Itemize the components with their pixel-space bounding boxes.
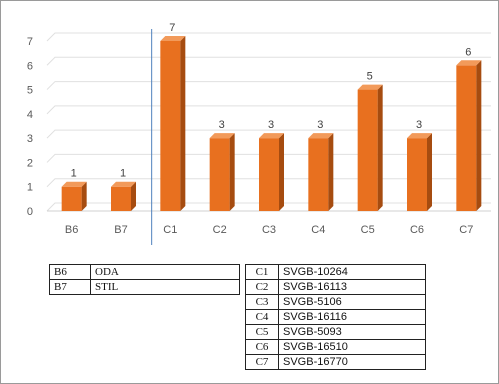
bar-side-C2 — [229, 133, 235, 211]
bar-B7 — [111, 186, 131, 211]
data-label: 3 — [268, 119, 274, 131]
bar-top-C2 — [209, 133, 235, 139]
bar-side-C4 — [328, 133, 334, 211]
bar-side-C1 — [180, 36, 186, 211]
y-tick-label: 5 — [27, 85, 33, 97]
legend-code: C7 — [245, 354, 279, 370]
legend-code: C2 — [245, 279, 279, 295]
legend-row: C6 SVGB-16510 — [245, 339, 426, 355]
bar-C5 — [357, 89, 378, 211]
legend-row: C1 SVGB-10264 — [245, 264, 426, 280]
x-tick-label: B6 — [65, 224, 78, 236]
bar-side-C6 — [427, 133, 432, 211]
bar-top-C6 — [407, 133, 432, 139]
legend-row: C4 SVGB-16116 — [245, 309, 426, 325]
x-tick-label: C7 — [459, 224, 473, 236]
legend-code: C6 — [245, 339, 279, 355]
data-label: 3 — [416, 119, 422, 131]
bar-C7 — [456, 65, 477, 212]
group-c-legend-table: C1 SVGB-10264 C2 SVGB-16113 C3 SVGB-5106 C4 SVG… — [245, 264, 426, 370]
y-tick-label: 2 — [27, 157, 33, 169]
legend-name: SVGB-16770 — [278, 354, 426, 370]
bar-top-C3 — [259, 133, 284, 139]
bar-C1 — [160, 41, 181, 211]
legend-name: ODA — [90, 264, 240, 280]
group-c-legend-body: C1 SVGB-10264 C2 SVGB-16113 C3 SVGB-5106 C4 SVG… — [245, 264, 426, 370]
bar-B6 — [61, 186, 82, 211]
legend-name: STIL — [90, 279, 240, 295]
bar-side-B6 — [81, 181, 87, 211]
legend-name: SVGB-5106 — [278, 294, 426, 310]
bar-top-B7 — [111, 181, 136, 187]
legend-name: SVGB-16113 — [278, 279, 426, 295]
gridline — [46, 81, 491, 90]
x-tick-label: C5 — [361, 224, 375, 236]
group-b-legend-table: B6 ODA B7 STIL — [49, 264, 240, 295]
legend-code: C3 — [245, 294, 279, 310]
gridline — [46, 56, 491, 66]
bar-top-C4 — [308, 133, 334, 139]
legend-name: SVGB-10264 — [278, 264, 426, 280]
legend-code: C5 — [245, 324, 279, 340]
x-tick-label: C3 — [262, 224, 276, 236]
y-tick-label: 4 — [27, 109, 33, 121]
data-label: 3 — [317, 119, 323, 131]
y-tick-label: 1 — [27, 182, 33, 194]
legend-code: C1 — [245, 264, 279, 280]
gridline — [46, 202, 491, 212]
legend-name: SVGB-16510 — [278, 339, 426, 355]
x-tick-label: C6 — [410, 224, 424, 236]
gridline — [46, 105, 491, 115]
legend-name: SVGB-16116 — [278, 309, 426, 325]
data-label: 7 — [169, 22, 175, 34]
group-b-legend-body: B6 ODA B7 STIL — [49, 264, 240, 295]
data-label: 1 — [120, 168, 126, 180]
gridline — [46, 129, 491, 139]
bar-side-B7 — [131, 181, 136, 211]
y-tick-label: 7 — [27, 36, 33, 48]
bar-side-C3 — [279, 133, 284, 211]
bar-side-C7 — [476, 60, 482, 212]
bar-C4 — [308, 138, 329, 211]
legend-row: B7 STIL — [49, 279, 240, 295]
legend-code: B7 — [49, 279, 91, 295]
legend-row: B6 ODA — [49, 264, 240, 280]
legend-code: B6 — [49, 264, 91, 280]
bar-C3 — [259, 138, 279, 211]
bar-side-C5 — [377, 84, 383, 211]
legend-row: C5 SVGB-5093 — [245, 324, 426, 340]
gridline — [46, 32, 491, 42]
data-label: 1 — [71, 168, 77, 180]
x-tick-label: C1 — [163, 224, 177, 236]
y-tick-label: 3 — [27, 133, 33, 145]
data-label: 6 — [465, 46, 471, 58]
x-tick-label: B7 — [114, 224, 127, 236]
legend-row: C2 SVGB-16113 — [245, 279, 426, 295]
legend-code: C4 — [245, 309, 279, 325]
bar-top-B6 — [61, 181, 87, 187]
legend-name: SVGB-5093 — [278, 324, 426, 340]
y-tick-label: 6 — [27, 60, 33, 72]
bar-chart: 0 1 2 3 4 5 6 7 1 B6 1 B7 7 C1 3 C2 3 C3 3 C4 5 C5 3 C6 6 C7 — [27, 22, 491, 245]
y-tick-label: 0 — [27, 206, 33, 218]
data-label: 5 — [367, 71, 373, 83]
legend-row: C3 SVGB-5106 — [245, 294, 426, 310]
bar-top-C1 — [160, 36, 186, 41]
bar-top-C5 — [357, 84, 383, 90]
gridline — [46, 178, 491, 188]
legend-row: C7 SVGB-16770 — [245, 354, 426, 370]
x-tick-label: C2 — [213, 224, 227, 236]
x-tick-label: C4 — [311, 224, 325, 236]
bar-C2 — [209, 138, 230, 211]
gridline — [46, 153, 491, 163]
data-label: 3 — [219, 119, 225, 131]
bar-C6 — [407, 138, 427, 211]
bar-top-C7 — [456, 60, 482, 66]
